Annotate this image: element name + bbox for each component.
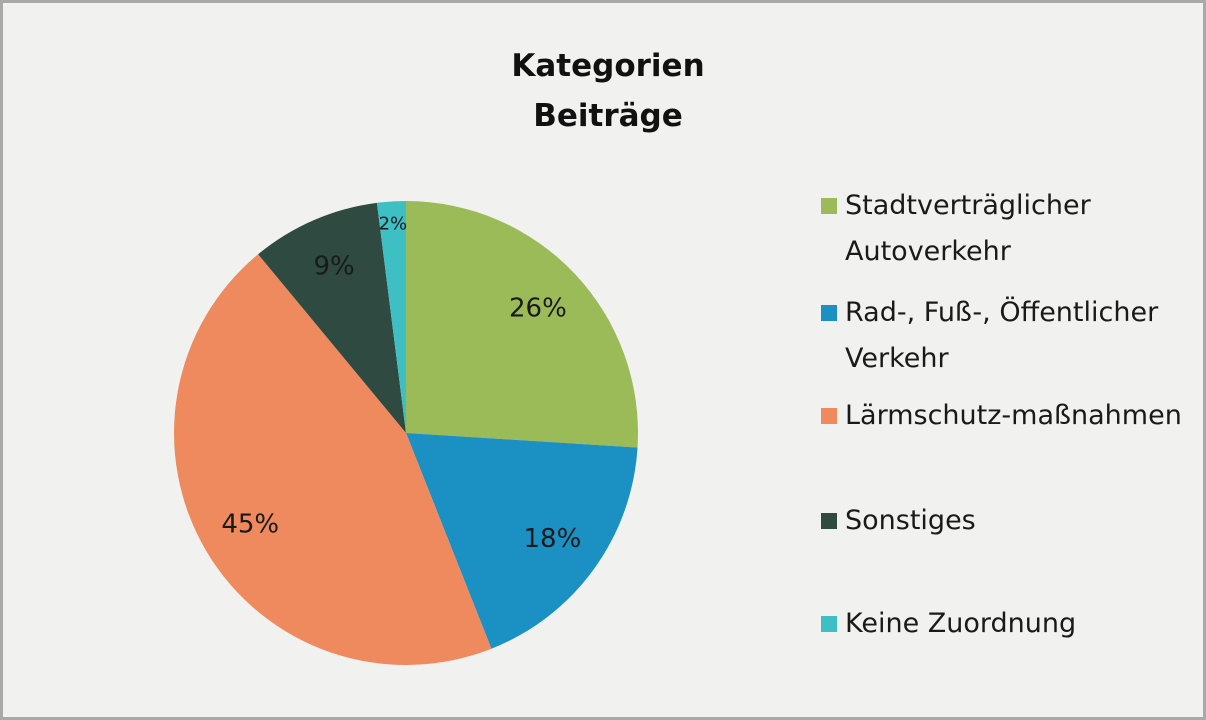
pie-area: 26% 18% 45% 9% 2% xyxy=(174,201,638,666)
legend-label: Sonstiges xyxy=(845,505,976,536)
pie-slice xyxy=(174,254,492,666)
data-label: 9% xyxy=(314,251,355,281)
legend-label: Lärmschutz-maßnahmen xyxy=(845,400,1182,431)
legend-swatch xyxy=(821,198,837,214)
legend-item: Rad-, Fuß-, Öffentlicher Verkehr xyxy=(821,290,1191,382)
legend-swatch xyxy=(821,513,837,529)
pie-slice xyxy=(376,201,406,433)
legend-label: Keine Zuordnung xyxy=(845,608,1077,639)
legend-label: Rad-, Fuß-, Öffentlicher Verkehr xyxy=(845,297,1159,374)
legend-label: Stadtverträglicher Autoverkehr xyxy=(845,190,1091,267)
legend-item: Sonstiges xyxy=(821,498,1191,544)
legend-item: Keine Zuordnung xyxy=(821,601,1191,647)
data-label: 2% xyxy=(379,214,408,235)
legend-swatch xyxy=(821,408,837,424)
data-label: 26% xyxy=(509,294,567,324)
pie-slice xyxy=(406,201,638,448)
chart-title: Kategorien Beiträge xyxy=(511,48,705,134)
data-label: 18% xyxy=(524,524,582,554)
data-label: 45% xyxy=(221,510,279,540)
legend-swatch xyxy=(821,616,837,632)
pie-slice xyxy=(258,202,406,433)
legend-swatch xyxy=(821,305,837,321)
legend-item: Lärmschutz-maßnahmen xyxy=(821,393,1191,439)
legend-item: Stadtverträglicher Autoverkehr xyxy=(821,183,1191,275)
pie-slice xyxy=(406,433,638,649)
